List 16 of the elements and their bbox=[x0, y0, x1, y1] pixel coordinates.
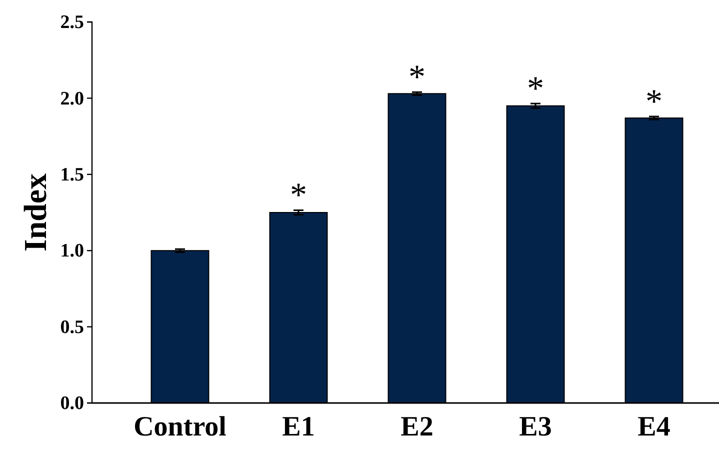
annotation: * bbox=[408, 59, 426, 96]
y-axis-title: Index bbox=[17, 173, 53, 252]
y-tick-label: 2.0 bbox=[60, 88, 84, 110]
x-tick-label: E3 bbox=[519, 411, 552, 442]
x-tick-label: Control bbox=[134, 411, 227, 442]
x-tick-label: E1 bbox=[282, 411, 315, 442]
annotation: * bbox=[646, 83, 663, 120]
y-tick-label: 1.0 bbox=[60, 240, 84, 262]
x-tick-label: E4 bbox=[638, 411, 670, 442]
x-tick-label: E2 bbox=[400, 411, 434, 442]
y-tick-label: 2.5 bbox=[60, 12, 84, 34]
y-tick-label: 0.5 bbox=[60, 316, 84, 338]
annotation: * bbox=[290, 177, 307, 214]
y-tick-label: 0.0 bbox=[60, 393, 84, 414]
y-tick-label: 1.5 bbox=[60, 164, 84, 186]
annotation: * bbox=[527, 70, 544, 108]
